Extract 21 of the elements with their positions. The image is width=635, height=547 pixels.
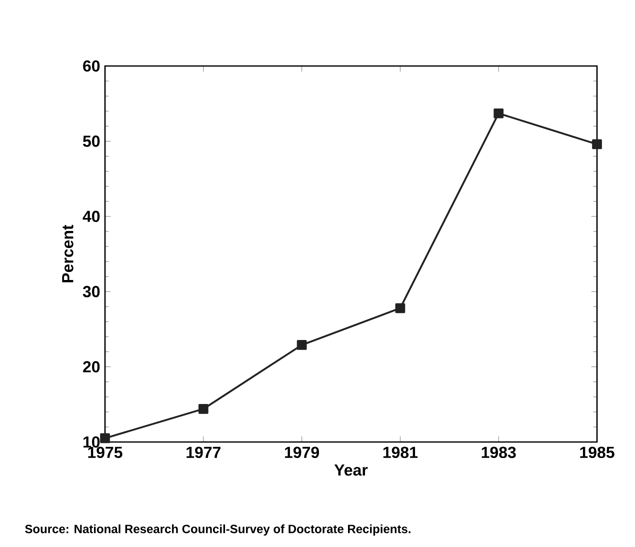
y-axis-title: Percent [62, 224, 74, 282]
y-tick-label: 60 [83, 60, 100, 72]
x-tick-label: 1977 [186, 446, 220, 458]
x-tick-label: 1975 [88, 446, 122, 458]
point [592, 139, 602, 150]
x-axis-title: Year [334, 464, 368, 476]
y-tick-label: 20 [83, 361, 100, 372]
x-tick-label: 1979 [285, 446, 319, 458]
point [296, 340, 307, 350]
point [395, 303, 406, 314]
y-tick-label: 30 [82, 286, 100, 298]
point [100, 433, 110, 444]
x-tick-label: 1983 [482, 446, 516, 458]
y-tick-label: 50 [82, 136, 100, 147]
point [198, 404, 208, 414]
x-tick-label: 1981 [383, 446, 418, 458]
y-tick-label: 10 [84, 436, 100, 448]
x-tick-label: 1985 [580, 446, 614, 458]
point [494, 108, 504, 118]
source-note: Source: National Research Council-Survey of Doctorate Recipients. [25, 524, 410, 536]
y-tick-label: 40 [82, 210, 100, 222]
